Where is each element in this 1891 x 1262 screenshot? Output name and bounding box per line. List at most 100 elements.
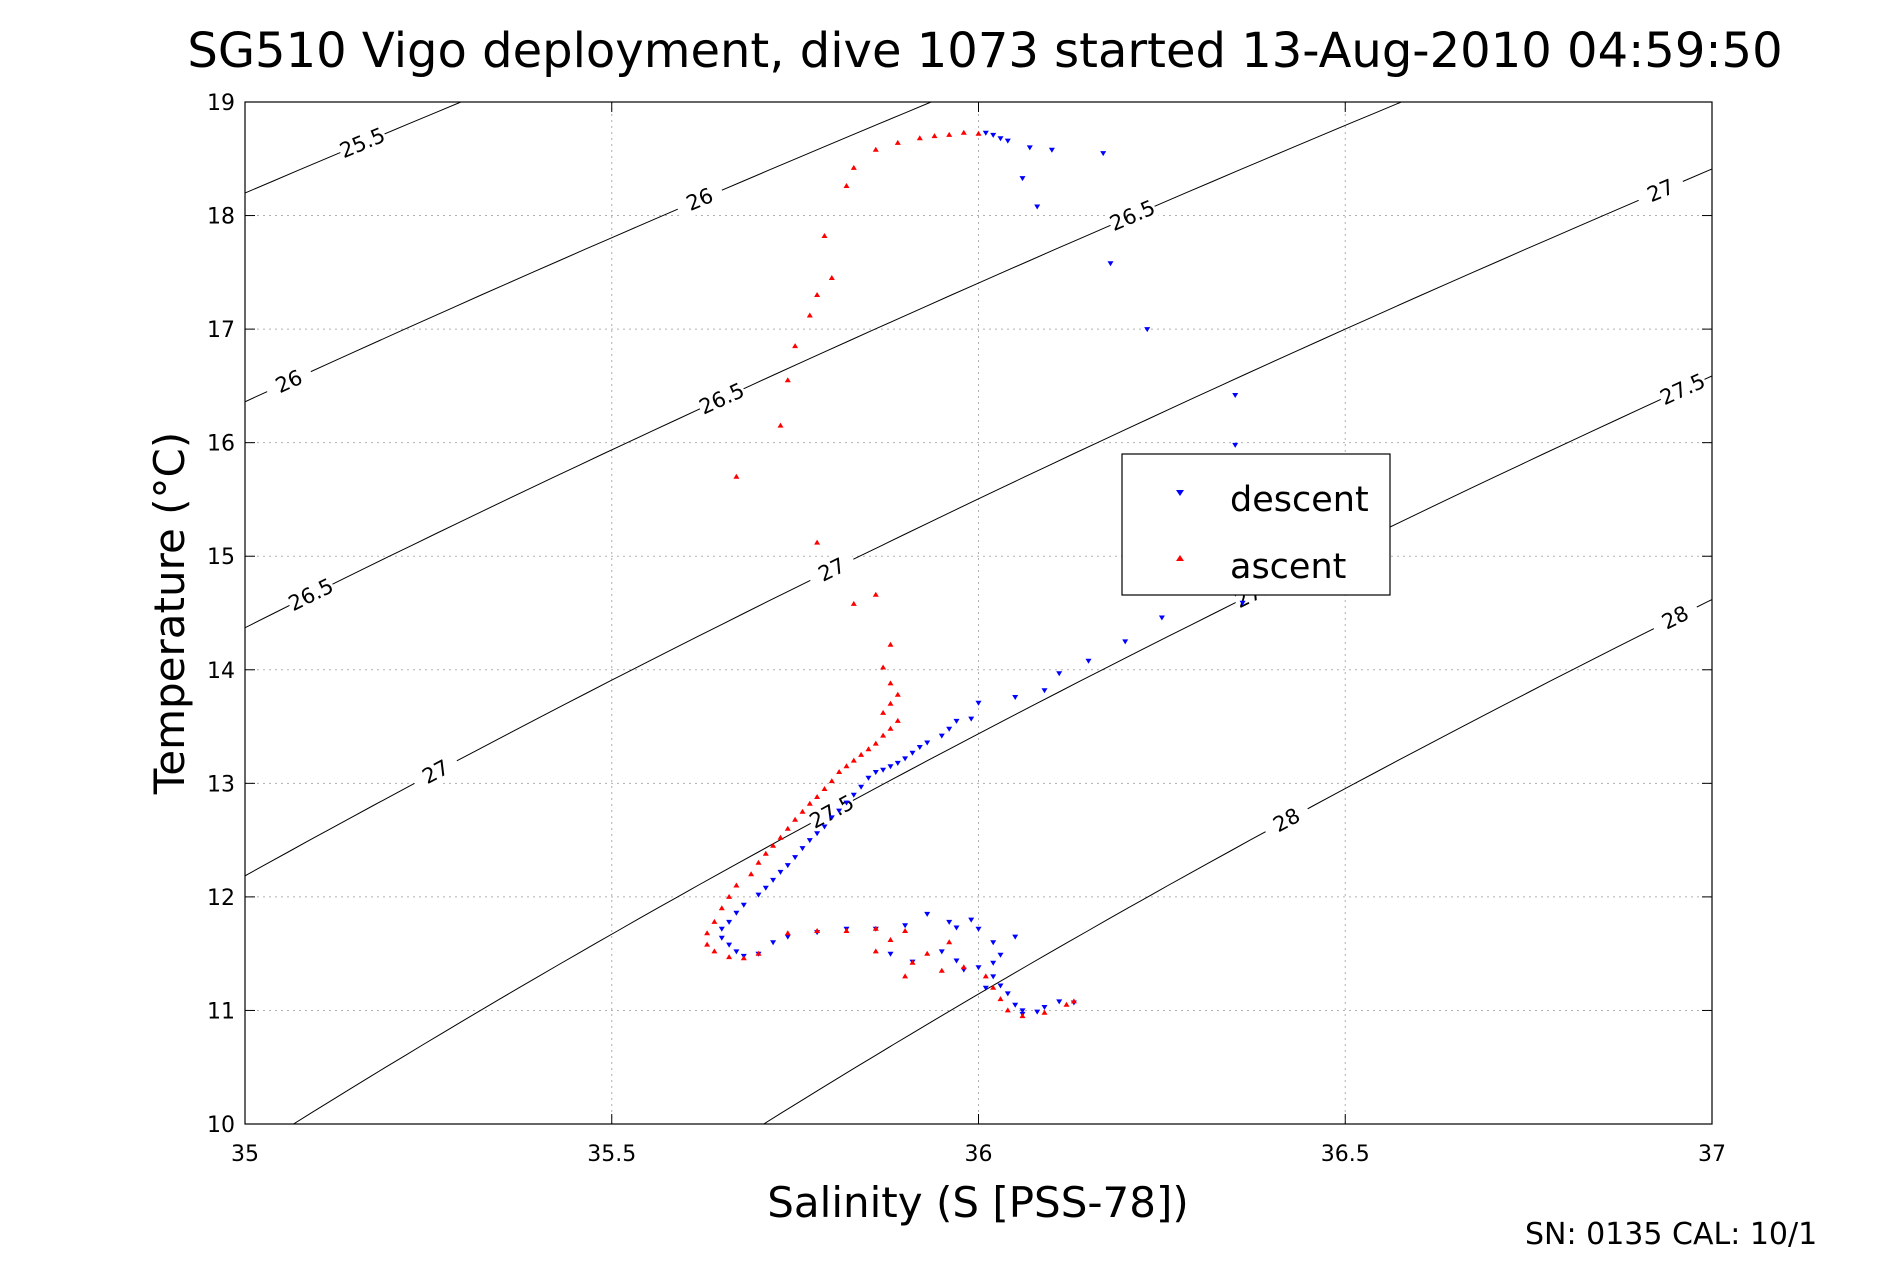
ascent-point bbox=[990, 984, 997, 990]
density-contours: 25.5262626.526.526.527272727.527.527.528… bbox=[245, 102, 1712, 1124]
descent-point bbox=[982, 130, 989, 136]
descent-point bbox=[784, 934, 791, 940]
x-tick-label: 35 bbox=[231, 1142, 259, 1167]
contour-label-group: 26.5 bbox=[694, 376, 750, 421]
descent-point bbox=[1004, 138, 1011, 144]
descent-point bbox=[850, 792, 857, 798]
descent-point bbox=[836, 808, 843, 814]
descent-point bbox=[718, 926, 725, 932]
descent-point bbox=[1144, 327, 1151, 333]
contour-label-bg bbox=[694, 376, 750, 421]
ascent-point bbox=[726, 893, 733, 899]
ascent-point bbox=[704, 930, 711, 936]
ascent-point bbox=[1063, 1001, 1070, 1007]
ascent-point bbox=[836, 769, 843, 774]
ascent-point bbox=[997, 996, 1004, 1002]
descent-point bbox=[938, 733, 945, 739]
descent-point bbox=[997, 952, 1004, 958]
descent-point bbox=[990, 940, 997, 946]
contour-label-bg bbox=[1648, 595, 1703, 641]
ascent-point bbox=[740, 955, 747, 961]
descent-point bbox=[997, 983, 1004, 989]
descent-point bbox=[887, 951, 894, 957]
descent-point bbox=[718, 935, 725, 941]
ascent-point bbox=[711, 918, 718, 924]
y-tick-label: 16 bbox=[207, 432, 235, 457]
ascent-point bbox=[880, 709, 887, 715]
contour-label-bg bbox=[672, 178, 727, 222]
descent-point bbox=[1232, 442, 1239, 448]
y-tick-label: 14 bbox=[207, 659, 235, 684]
ascent-point bbox=[938, 967, 945, 973]
descent-point bbox=[990, 974, 997, 980]
ascent-point bbox=[960, 129, 967, 135]
ascent-point bbox=[843, 928, 850, 933]
ascent-point bbox=[894, 691, 901, 697]
descent-point bbox=[953, 958, 960, 964]
descent-point bbox=[902, 756, 909, 762]
ascent-point bbox=[792, 816, 799, 822]
y-tick-label: 13 bbox=[207, 772, 235, 797]
descent-point bbox=[872, 770, 879, 775]
descent-point bbox=[1056, 671, 1063, 677]
ascent-point bbox=[726, 954, 733, 960]
legend-descent-marker bbox=[1176, 490, 1184, 496]
descent-point bbox=[858, 784, 865, 790]
ascent-point bbox=[946, 939, 953, 945]
descent-point bbox=[1041, 688, 1048, 694]
contour-line bbox=[245, 102, 932, 403]
descent-point bbox=[1004, 991, 1011, 997]
descent-point bbox=[1012, 695, 1019, 700]
descent-point bbox=[982, 985, 989, 991]
descent-point bbox=[1012, 1002, 1019, 1008]
ascent-point bbox=[828, 275, 835, 280]
descent-point bbox=[924, 911, 931, 917]
ascent-point bbox=[850, 164, 857, 170]
ascent-point bbox=[821, 233, 828, 238]
descent-point bbox=[1019, 176, 1026, 182]
y-tick-label: 12 bbox=[207, 886, 235, 911]
ascent-point bbox=[770, 842, 777, 848]
descent-point bbox=[1026, 145, 1033, 151]
ascent-point bbox=[916, 135, 923, 141]
contour-label-bg bbox=[408, 749, 463, 795]
ascent-point bbox=[865, 746, 872, 752]
ascent-point bbox=[733, 473, 740, 479]
descent-point bbox=[887, 764, 894, 770]
ascent-point bbox=[887, 680, 894, 686]
ascent-point bbox=[1019, 1013, 1026, 1019]
contour-label-bg bbox=[283, 572, 339, 618]
descent-point bbox=[726, 919, 733, 925]
ascent-point bbox=[909, 959, 916, 965]
descent-point bbox=[975, 965, 982, 971]
ascent-point bbox=[777, 422, 784, 428]
descent-point bbox=[726, 942, 733, 948]
ascent-point bbox=[872, 146, 879, 152]
descent-point bbox=[968, 716, 975, 722]
ascent-point bbox=[718, 905, 725, 911]
ascent-point bbox=[902, 973, 909, 979]
ascent-point bbox=[872, 591, 879, 597]
ascent-point bbox=[1070, 998, 1077, 1004]
legend-ascent-marker bbox=[1176, 555, 1184, 561]
ascent-point bbox=[755, 950, 762, 956]
descent-point bbox=[799, 846, 806, 852]
ascent-point bbox=[784, 825, 791, 831]
descent-point bbox=[975, 926, 982, 932]
ascent-point bbox=[755, 859, 762, 865]
y-tick-label: 17 bbox=[207, 318, 235, 343]
ascent-point bbox=[762, 850, 769, 856]
descent-point bbox=[968, 917, 975, 923]
plot-area: 25.5262626.526.526.527272727.527.527.528… bbox=[207, 91, 1726, 1167]
ascent-point bbox=[814, 794, 821, 799]
ascent-point bbox=[1041, 1009, 1048, 1015]
x-tick-label: 36.5 bbox=[1321, 1142, 1370, 1167]
descent-point bbox=[953, 718, 960, 724]
descent-point bbox=[924, 740, 931, 746]
ascent-point bbox=[872, 948, 879, 954]
ascent-point bbox=[1004, 1007, 1011, 1013]
descent-point bbox=[894, 760, 901, 766]
descent-point bbox=[821, 824, 828, 830]
descent-point bbox=[916, 745, 923, 750]
y-tick-label: 19 bbox=[207, 91, 235, 116]
